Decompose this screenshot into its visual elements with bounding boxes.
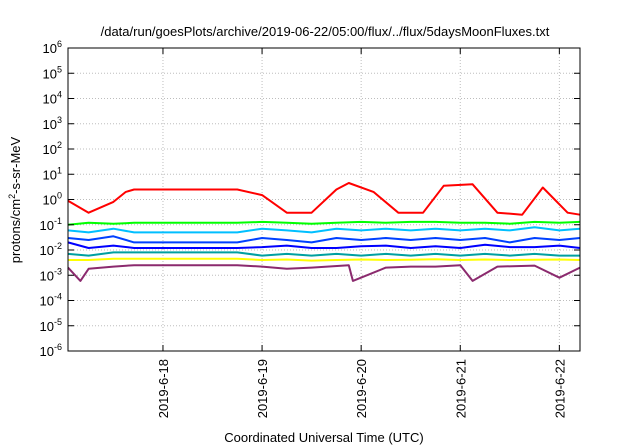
y-tick-label: 10-6 [40,342,62,359]
grid [68,48,580,351]
series-line-1 [67,220,581,226]
x-axis-label: Coordinated Universal Time (UTC) [224,430,423,445]
y-tick-label: 106 [43,39,62,56]
y-tick-label: 101 [43,165,62,182]
y-tick-label: 102 [43,140,62,157]
chart-title: /data/run/goesPlots/archive/2019-06-22/0… [101,24,550,39]
series-line-0 [67,182,581,216]
y-axis: 10-6 10-5 10-4 10-3 10-2 10-1 100 101 102 103 104 1… [40,39,580,359]
series-line-5 [67,251,580,257]
y-tick-label: 105 [43,64,62,81]
y-tick-label: 10-2 [40,241,62,258]
y-tick-label: 104 [43,90,62,107]
series-line-2 [67,226,581,234]
x-tick-label: 2019-6-21 [453,359,468,418]
x-tick-label: 2019-6-20 [354,359,369,418]
y-tick-label: 10-3 [40,266,62,283]
x-tick-label: 2019-6-18 [156,359,171,418]
y-tick-label: 10-5 [40,317,62,334]
y-tick-label: 100 [43,191,62,208]
y-tick-label: 10-1 [40,216,62,233]
x-tick-label: 2019-6-22 [552,359,567,418]
series-line-4 [67,241,581,249]
series-line-6 [68,257,581,262]
series-group [67,182,581,282]
series-line-7 [67,264,581,282]
y-axis-label: protons/cm2-s-sr-MeV [7,136,23,263]
series-line-3 [67,235,581,244]
x-tick-label: 2019-6-19 [255,359,270,418]
y-axis-label-pre: protons/cm [8,199,23,263]
y-axis-label-sup: 2 [7,194,17,199]
y-tick-label: 103 [43,115,62,132]
y-tick-label: 10-4 [40,292,62,309]
y-axis-label-post: -s-sr-MeV [8,136,23,193]
x-axis: 2019-6-18 2019-6-19 2019-6-20 2019-6-21 2019… [156,48,567,418]
